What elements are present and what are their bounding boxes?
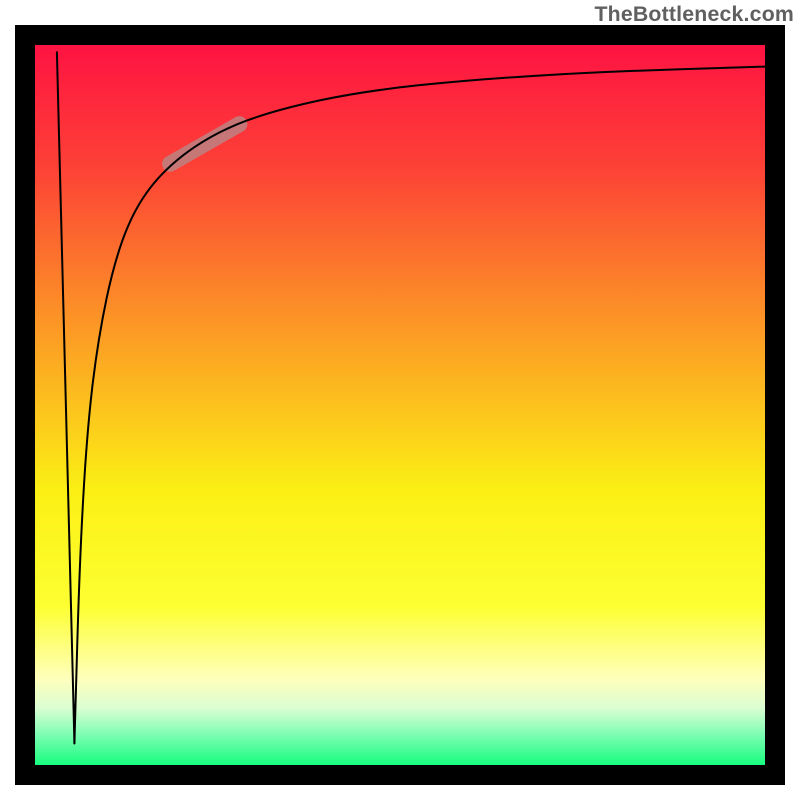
attribution-text: TheBottleneck.com (594, 2, 794, 27)
plot-gradient (35, 45, 765, 765)
stage: TheBottleneck.com (0, 0, 800, 800)
